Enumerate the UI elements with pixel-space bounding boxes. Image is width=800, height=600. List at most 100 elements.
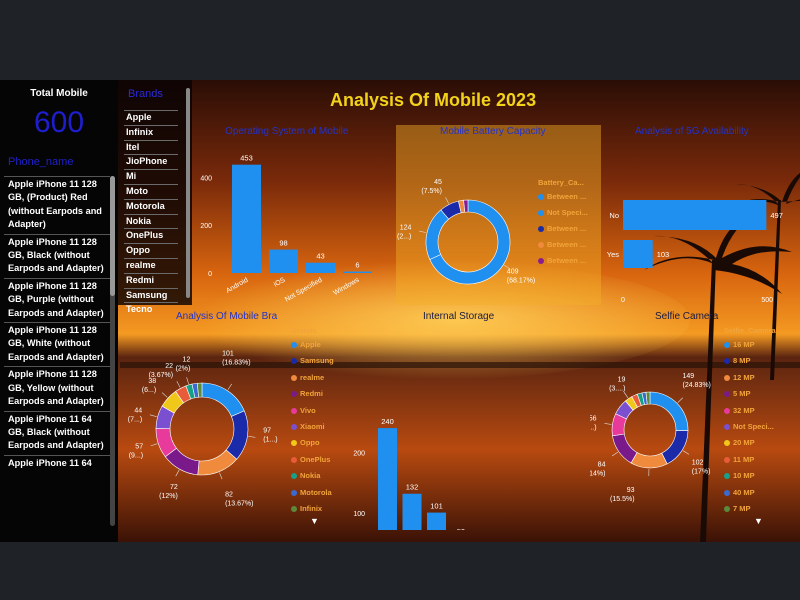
storage-chart-title: Internal Storage xyxy=(423,311,495,322)
storage-data-label: 101 xyxy=(430,502,443,511)
brands-data-label: 82 xyxy=(225,492,233,499)
fiveg-y-tick: Yes xyxy=(607,250,619,259)
brands-legend-swatch xyxy=(291,473,297,480)
battery-legend-item[interactable]: Between ... xyxy=(538,256,586,265)
brands-legend-swatch xyxy=(291,407,297,414)
brands-legend-label: OnePlus xyxy=(300,454,331,464)
brands-data-pct: (13.67%) xyxy=(225,501,253,508)
phone-name-item[interactable]: Apple iPhone 11 128 GB, Purple (without … xyxy=(4,277,110,322)
os-bar xyxy=(306,262,335,273)
phone-name-item[interactable]: Apple iPhone 11 64 xyxy=(4,454,110,472)
battery-legend-item[interactable]: Not Speci... xyxy=(538,208,588,217)
brands-data-pct: (12%) xyxy=(159,493,178,500)
brands-data-label: 101 xyxy=(222,350,234,357)
selfie-data-pct: (17%) xyxy=(692,469,711,476)
brand-slicer-scrollbar[interactable] xyxy=(186,88,190,298)
os-x-tick: Android xyxy=(225,277,249,295)
selfie-legend-scroll-down-icon[interactable]: ▼ xyxy=(754,516,763,526)
brands-leader xyxy=(176,381,181,388)
phone-name-item[interactable]: Apple iPhone 11 128 GB, (Product) Red (w… xyxy=(4,176,110,234)
battery-legend-label: Not Speci... xyxy=(547,208,588,217)
selfie-legend-item[interactable]: 8 MP xyxy=(724,356,751,365)
total-mobile-label: Total Mobile xyxy=(30,88,88,99)
brands-legend-item[interactable]: Xiaomi xyxy=(291,422,325,431)
brands-legend-swatch xyxy=(291,489,297,496)
battery-data-pct: (7.5%) xyxy=(421,188,442,195)
brand-item[interactable]: OnePlus xyxy=(124,228,178,243)
selfie-legend-swatch xyxy=(724,440,730,447)
brand-item[interactable]: Motorola xyxy=(124,198,178,214)
selfie-legend-item[interactable]: Not Speci... xyxy=(724,422,774,431)
brands-legend-swatch xyxy=(291,456,297,463)
battery-legend-item[interactable]: Between ... xyxy=(538,224,586,233)
os-chart-title: Operating System of Mobile xyxy=(225,126,349,137)
selfie-data-pct: (3....) xyxy=(609,385,625,392)
storage-y-tick: 100 xyxy=(353,511,365,518)
phone-name-item[interactable]: Apple iPhone 11 128 GB, Black (without E… xyxy=(4,233,110,278)
phone-name-item[interactable]: Apple iPhone 11 64 GB, Black (without Ea… xyxy=(4,410,110,455)
brand-item[interactable]: Samsung xyxy=(124,287,178,303)
brands-legend-item[interactable]: Nokia xyxy=(291,471,320,480)
brands-legend-swatch xyxy=(291,424,297,430)
selfie-legend-item[interactable]: 5 MP xyxy=(724,389,751,398)
selfie-leader xyxy=(677,397,683,403)
battery-data-label: 124 xyxy=(400,224,412,231)
battery-legend-item[interactable]: Between ... xyxy=(538,240,586,249)
brand-item[interactable]: Itel xyxy=(124,139,178,155)
brands-legend-item[interactable]: realme xyxy=(291,373,324,382)
brands-legend-item[interactable]: Oppo xyxy=(291,438,320,447)
os-data-label: 6 xyxy=(355,261,359,270)
brands-legend-item[interactable]: Vivo xyxy=(291,406,316,415)
selfie-slice xyxy=(612,433,638,464)
brands-legend-item[interactable]: Apple xyxy=(291,340,321,349)
selfie-leader xyxy=(682,450,690,455)
fiveg-bar xyxy=(623,240,653,268)
selfie-leader xyxy=(604,423,612,425)
battery-legend-item[interactable]: Between ... xyxy=(538,192,586,201)
brand-item[interactable]: Oppo xyxy=(124,243,178,258)
phone-list-scroll-thumb[interactable] xyxy=(110,176,115,296)
selfie-legend-label: 40 MP xyxy=(733,487,755,497)
brands-legend-item[interactable]: OnePlus xyxy=(291,455,330,464)
brand-item[interactable]: Moto xyxy=(124,183,178,199)
brand-item[interactable]: Redmi xyxy=(124,272,178,288)
brands-legend-item[interactable]: Motorola xyxy=(291,488,332,497)
brands-slice xyxy=(201,382,245,417)
selfie-legend-item[interactable]: 10 MP xyxy=(724,471,755,480)
battery-chart: 409 (68.17%) 124 (2...) 45 (7.5%) xyxy=(397,179,535,284)
brand-item[interactable]: JioPhone xyxy=(124,154,178,169)
selfie-legend-label: 5 MP xyxy=(733,389,751,399)
brands-leader xyxy=(175,469,180,477)
selfie-legend-item[interactable]: 12 MP xyxy=(724,373,755,382)
brand-item[interactable]: Mi xyxy=(124,169,178,184)
phone-name-item[interactable]: Apple iPhone 11 128 GB, Yellow (without … xyxy=(4,366,110,410)
phone-name-item[interactable]: Apple iPhone 11 128 GB, White (without E… xyxy=(4,322,110,366)
brands-slice xyxy=(197,449,238,476)
brands-legend-item[interactable]: Infinix xyxy=(291,504,322,513)
brand-item[interactable]: Infinix xyxy=(124,124,178,140)
selfie-legend-item[interactable]: 7 MP xyxy=(724,504,751,513)
brands-legend-item[interactable]: Redmi xyxy=(291,389,323,398)
selfie-data-label: 102 xyxy=(692,460,704,467)
brands-data-label: 97 xyxy=(263,428,271,435)
brands-legend-label: Samsung xyxy=(300,356,334,366)
phone-list-scrollbar[interactable] xyxy=(110,176,115,526)
selfie-legend-item[interactable]: 11 MP xyxy=(724,455,754,464)
selfie-legend-item[interactable]: 32 MP xyxy=(724,406,755,415)
os-bar xyxy=(343,271,372,273)
brand-item[interactable]: Tecno xyxy=(124,302,178,317)
brands-legend-item[interactable]: Samsung xyxy=(291,356,334,365)
fiveg-y-tick: No xyxy=(609,211,619,220)
brand-item[interactable]: Apple xyxy=(124,110,178,125)
brand-item[interactable]: Nokia xyxy=(124,213,178,229)
selfie-legend-item[interactable]: 40 MP xyxy=(724,488,755,497)
phone-name-list: Apple iPhone 11 128 GB, (Product) Red (w… xyxy=(4,176,110,524)
brands-legend-swatch xyxy=(291,358,297,365)
selfie-legend-item[interactable]: 20 MP xyxy=(724,438,755,447)
brands-legend-scroll-down-icon[interactable]: ▼ xyxy=(310,516,319,526)
selfie-legend-item[interactable]: 16 MP xyxy=(724,340,755,349)
brand-item[interactable]: realme xyxy=(124,257,178,273)
selfie-legend-swatch xyxy=(724,358,730,365)
storage-bar xyxy=(427,512,446,530)
battery-data-pct: (68.17%) xyxy=(507,277,535,284)
